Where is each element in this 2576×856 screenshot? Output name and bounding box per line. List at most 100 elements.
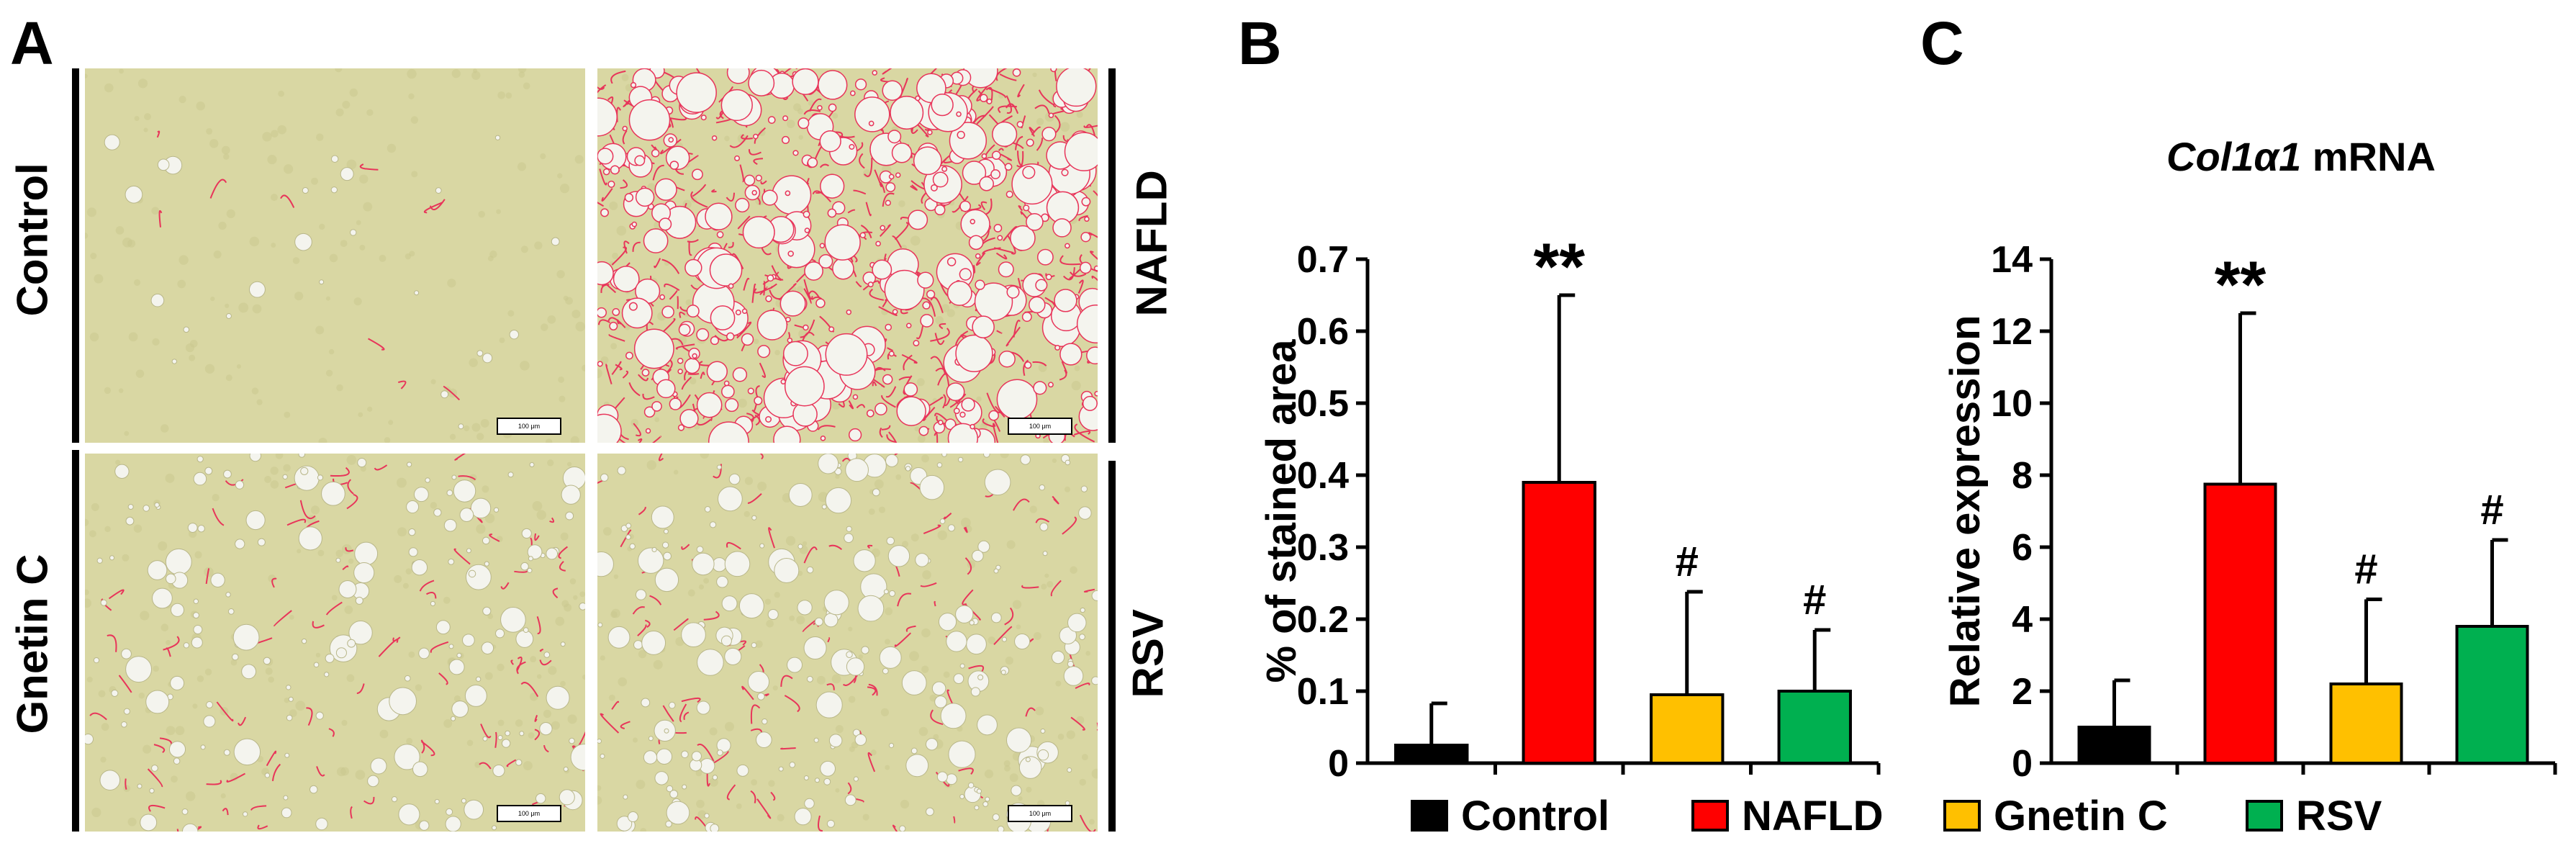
lipid-vacuole [140, 814, 158, 832]
lipid-vacuole [892, 309, 898, 315]
nucleus [449, 433, 456, 440]
lipid-vacuole [908, 210, 928, 230]
lipid-vacuole [922, 301, 931, 310]
micrograph-rsv [597, 454, 1098, 832]
bar-nafld [1522, 481, 1596, 765]
collagen-stain [125, 778, 127, 790]
lipid-vacuole [975, 253, 981, 259]
nucleus [135, 369, 145, 378]
collagen-stain [982, 247, 1001, 256]
nucleus [464, 425, 470, 431]
lipid-vacuole [905, 754, 929, 778]
nucleus [766, 619, 774, 628]
collagen-stain [346, 493, 358, 510]
lipid-vacuole [206, 701, 213, 708]
collagen-stain [929, 396, 944, 406]
lipid-vacuole [668, 137, 674, 143]
collagen-stain [1091, 275, 1098, 281]
collagen-stain [350, 806, 353, 819]
lipid-vacuole [597, 738, 602, 744]
lipid-vacuole [157, 158, 170, 171]
lipid-vacuole [627, 811, 638, 823]
collagen-stain [607, 317, 626, 328]
collagen-stain [536, 616, 541, 634]
lipid-vacuole [960, 209, 990, 239]
collagen-stain [751, 283, 756, 303]
collagen-stain [784, 695, 800, 713]
lipid-vacuole [934, 695, 947, 708]
nucleus [609, 201, 618, 210]
nucleus [921, 628, 931, 638]
nucleus [543, 709, 552, 718]
collagen-stain [700, 371, 705, 379]
lipid-vacuole [430, 600, 436, 607]
collagen-stain [458, 475, 476, 481]
lipid-vacuole [641, 698, 651, 708]
bar-rsv [1777, 690, 1852, 765]
lipid-vacuole [757, 345, 771, 359]
lipid-vacuole [803, 324, 809, 331]
nucleus [178, 96, 186, 104]
lipid-vacuole [815, 298, 826, 308]
lipid-vacuole [535, 793, 546, 804]
lipid-vacuole [446, 808, 453, 816]
nucleus [696, 799, 705, 808]
collagen-stain [206, 780, 222, 785]
nucleus [558, 377, 564, 383]
lipid-vacuole [708, 421, 749, 443]
nucleus [194, 551, 202, 559]
lipid-vacuole [875, 402, 887, 415]
nucleus [946, 309, 955, 317]
lipid-vacuole [600, 208, 609, 217]
nucleus [151, 207, 160, 215]
nucleus [98, 690, 106, 698]
lipid-vacuole [127, 503, 134, 510]
lipid-vacuole [787, 251, 794, 257]
lipid-vacuole [846, 526, 852, 532]
nucleus [573, 595, 578, 600]
legend-swatch-rsv [2246, 800, 2283, 832]
lipid-vacuole [464, 799, 484, 820]
collagen-stain [601, 188, 613, 202]
lipid-vacuole [412, 761, 428, 778]
lipid-vacuole [171, 359, 177, 364]
nucleus [379, 254, 387, 262]
nucleus [359, 245, 366, 251]
nucleus [387, 143, 397, 153]
lipid-vacuole [443, 518, 457, 532]
lipid-vacuole [696, 392, 723, 418]
lipid-vacuole [946, 382, 965, 402]
nucleus [922, 570, 931, 580]
lipid-vacuole [634, 155, 646, 166]
nucleus [1018, 796, 1023, 801]
lipid-vacuole [459, 508, 474, 522]
lipid-vacuole [885, 199, 891, 206]
collagen-stain [993, 626, 1013, 646]
collagen-stain [345, 547, 354, 552]
nucleus [178, 255, 189, 265]
nucleus [85, 233, 89, 239]
lipid-vacuole [818, 454, 839, 474]
nucleus [204, 364, 215, 374]
lipid-vacuole [888, 742, 895, 749]
nucleus [484, 672, 493, 680]
lipid-vacuole [977, 540, 990, 553]
collagen-stain [746, 413, 754, 423]
lipid-vacuole [970, 423, 975, 430]
collagen-stain [453, 548, 471, 565]
lipid-vacuole [882, 80, 903, 101]
nucleus [523, 761, 533, 771]
nucleus [685, 299, 692, 306]
collagen-stain [615, 364, 623, 371]
lipid-vacuole [1091, 676, 1098, 685]
collagen-stain [549, 517, 555, 523]
collagen-stain [884, 253, 887, 261]
collagen-stain [826, 683, 835, 690]
legend-swatch-gnetin-c [1943, 800, 1981, 832]
collagen-stain [1032, 361, 1047, 366]
nucleus [1057, 733, 1065, 740]
collagen-stain [489, 533, 500, 542]
nucleus [518, 68, 527, 73]
lipid-vacuole [953, 407, 960, 415]
lipid-vacuole [354, 541, 379, 566]
